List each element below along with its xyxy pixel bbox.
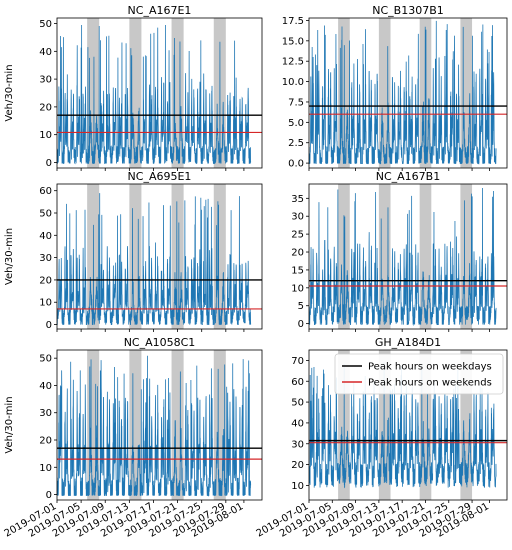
y-tick-label: 0 — [46, 490, 52, 501]
weekend-band-2 — [419, 350, 432, 500]
y-tick-label: 40 — [39, 231, 52, 242]
y-tick-label: 10 — [291, 283, 304, 294]
y-tick-label: 20 — [291, 248, 304, 259]
y-tick-label: 30 — [291, 439, 304, 450]
y-tick-label: 40 — [39, 381, 52, 392]
y-tick-label: 15.0 — [282, 36, 304, 47]
legend-box — [334, 353, 504, 395]
weekend-band-2 — [419, 184, 432, 329]
y-tick-label: 20 — [39, 102, 52, 113]
weekend-band-1 — [129, 350, 142, 500]
traffic-series-line — [57, 24, 252, 165]
y-tick-label: 12.5 — [282, 57, 304, 68]
panel-title: NC_A695E1 — [128, 170, 192, 183]
y-tick-label: 10 — [39, 298, 52, 309]
y-tick-label: 0 — [298, 319, 304, 330]
y-tick-label: 30 — [39, 253, 52, 264]
traffic-series-line — [309, 187, 497, 327]
panel-NC_A167E1: 0 10 20 30 40 50 NC_A167E1 Veh/30-min — [4, 4, 263, 171]
panel-NC_A167B1: 0 5 10 15 20 25 30 35 NC_A167B1 — [291, 170, 508, 332]
panel-title: GH_A184D1 — [375, 336, 441, 349]
axes-frame — [56, 183, 263, 330]
panel-title: NC_A167E1 — [128, 4, 192, 17]
y-tick-label: 40 — [291, 418, 304, 429]
y-tick-label: 30 — [39, 408, 52, 419]
y-tick-label: 0.0 — [288, 159, 304, 170]
panel-title: NC_A167B1 — [376, 170, 440, 183]
axes-frame — [308, 349, 508, 501]
y-tick-label: 5 — [298, 301, 304, 312]
weekend-band-1 — [378, 18, 391, 168]
y-tick-label: 70 — [291, 356, 304, 367]
legend-entry: Peak hours on weekends — [368, 378, 492, 389]
y-tick-label: 50 — [39, 354, 52, 365]
panel-NC_B1307B1: 0.0 2.5 5.0 7.5 10.0 12.5 15.0 17.5 NC_B1307B1 — [282, 4, 508, 171]
panel-NC_A695E1: 0 10 20 30 40 50 60 NC_A695E1 Veh/30-min — [4, 170, 263, 332]
weekend-band-1 — [378, 350, 391, 500]
axes-frame — [56, 349, 263, 501]
y-tick-label: 10 — [291, 481, 304, 492]
panel-title: NC_A1058C1 — [124, 336, 196, 349]
y-tick-label: 20 — [291, 460, 304, 471]
weekend-band-3 — [460, 350, 473, 500]
y-tick-label: 20 — [39, 436, 52, 447]
y-axis-label: Veh/30-min — [4, 228, 15, 285]
y-tick-label: 35 — [291, 194, 304, 205]
traffic-series-line — [57, 355, 252, 497]
y-tick-label: 50 — [291, 398, 304, 409]
weekend-band-2 — [171, 184, 184, 329]
weekend-band-3 — [460, 184, 473, 329]
weekend-band-1 — [378, 184, 391, 329]
weekend-band-3 — [460, 18, 473, 168]
legend-entry: Peak hours on weekdays — [368, 362, 492, 373]
axes-frame — [308, 183, 508, 330]
legend: Peak hours on weekdays Peak hours on week… — [334, 353, 504, 395]
y-axis-label: Veh/30-min — [4, 64, 15, 121]
traffic-series-line — [309, 362, 497, 489]
panel-GH_A184D1: 102030405060702019-07-012019-07-052019-0… — [255, 336, 508, 540]
y-tick-label: 0 — [46, 320, 52, 331]
traffic-series-line — [309, 20, 497, 165]
y-tick-label: 10 — [39, 463, 52, 474]
axes-frame — [308, 17, 508, 169]
y-tick-label: 30 — [291, 212, 304, 223]
panel-title: NC_B1307B1 — [372, 4, 444, 17]
y-tick-label: 60 — [39, 186, 52, 197]
axes-frame — [56, 17, 263, 169]
y-tick-label: 10 — [39, 130, 52, 141]
y-tick-label: 60 — [291, 377, 304, 388]
y-tick-label: 30 — [39, 75, 52, 86]
panel-NC_A1058C1: 010203040502019-07-012019-07-052019-07-0… — [3, 336, 263, 540]
y-tick-label: 40 — [39, 47, 52, 58]
y-tick-label: 50 — [39, 19, 52, 30]
y-tick-label: 20 — [39, 275, 52, 286]
y-tick-label: 10.0 — [282, 77, 304, 88]
y-tick-label: 17.5 — [282, 16, 304, 27]
y-tick-label: 15 — [291, 265, 304, 276]
y-tick-label: 7.5 — [288, 97, 304, 108]
y-tick-label: 0 — [46, 158, 52, 169]
y-tick-label: 50 — [39, 209, 52, 220]
y-tick-label: 2.5 — [288, 138, 304, 149]
y-tick-label: 5.0 — [288, 118, 304, 129]
y-tick-label: 25 — [291, 230, 304, 241]
y-axis-label: Veh/30-min — [4, 396, 15, 453]
